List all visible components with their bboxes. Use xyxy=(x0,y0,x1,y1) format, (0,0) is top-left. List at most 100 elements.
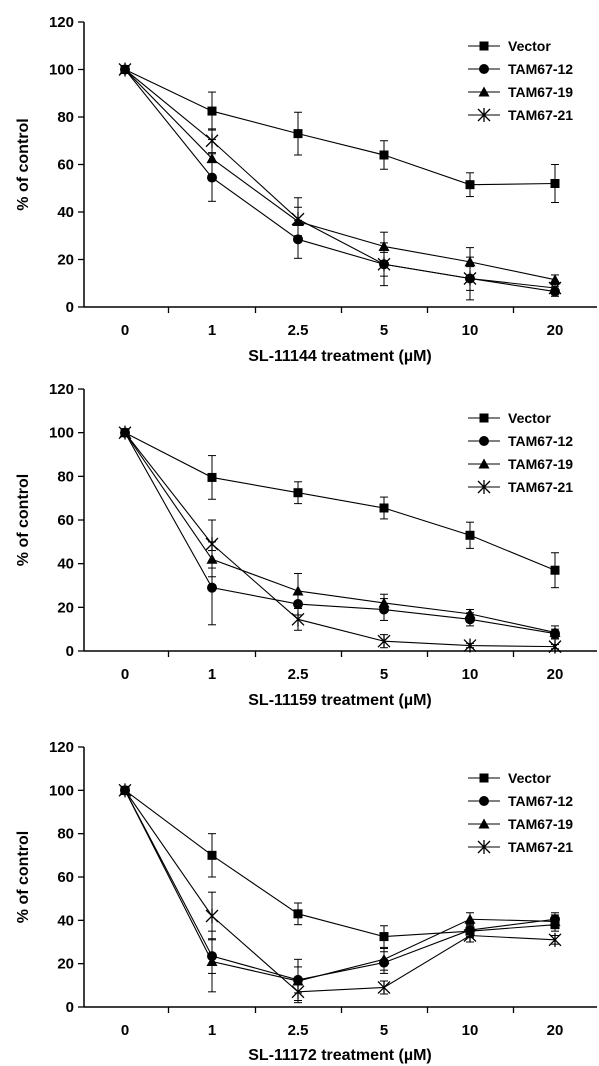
legend-marker xyxy=(478,86,490,97)
data-point xyxy=(549,274,561,285)
series-line xyxy=(124,69,556,186)
legend-marker xyxy=(479,64,489,74)
x-tick-label: 0 xyxy=(121,666,129,683)
series-tam67-21 xyxy=(118,62,562,295)
legend-label: TAM67-12 xyxy=(508,793,573,809)
y-tick-label: 80 xyxy=(57,826,74,843)
data-point xyxy=(464,256,476,267)
series-line xyxy=(124,789,556,938)
data-point xyxy=(548,932,562,947)
legend-marker xyxy=(478,818,490,829)
data-point xyxy=(379,150,389,160)
y-tick-label: 0 xyxy=(66,299,74,316)
x-tick-label: 10 xyxy=(462,666,479,683)
series-tam67-19 xyxy=(119,784,561,1004)
series-line xyxy=(124,790,556,981)
data-point xyxy=(205,537,219,552)
y-tick-label: 100 xyxy=(49,782,74,799)
y-tick-label: 80 xyxy=(57,109,74,126)
x-tick-label: 20 xyxy=(547,322,564,339)
chart-panel-2: 0 20 40 60 80 100 120 0 1 2.5 5 10 20 SL-11159 treatm… xyxy=(15,381,597,709)
x-tick-label: 0 xyxy=(121,1022,129,1039)
y-tick-label: 60 xyxy=(57,157,74,174)
series-vector xyxy=(120,428,560,589)
y-tick-label: 100 xyxy=(49,62,74,79)
series-tam67-21 xyxy=(118,425,562,654)
data-point xyxy=(207,106,217,116)
x-tick-label: 2.5 xyxy=(288,666,309,683)
x-tick-label: 20 xyxy=(547,666,564,683)
y-axis-title: % of control xyxy=(15,831,32,923)
series-line xyxy=(124,69,556,293)
series-tam67-12 xyxy=(120,785,560,994)
data-point xyxy=(293,129,303,139)
series-vector xyxy=(120,65,560,203)
x-tick-label: 10 xyxy=(462,322,479,339)
data-point xyxy=(118,425,132,440)
y-axis-title: % of control xyxy=(15,474,32,566)
data-point xyxy=(463,638,477,653)
series-tam67-12 xyxy=(120,427,560,639)
y-tick-label: 120 xyxy=(49,381,74,398)
data-point xyxy=(379,932,389,942)
data-point xyxy=(118,783,132,798)
legend-label: TAM67-21 xyxy=(508,107,573,123)
data-point xyxy=(377,257,391,272)
data-point xyxy=(377,980,391,995)
legend-marker xyxy=(479,796,489,806)
data-point xyxy=(205,133,219,148)
data-point xyxy=(206,153,218,164)
series-tam67-21 xyxy=(118,783,562,1001)
series-line xyxy=(124,432,556,635)
series-line xyxy=(124,432,556,571)
y-tick-label: 0 xyxy=(66,999,74,1016)
legend-marker xyxy=(479,41,489,51)
x-axis-title: SL-11159 treatment (µM) xyxy=(248,692,432,709)
legend-marker xyxy=(479,413,489,423)
legend-marker xyxy=(478,458,490,469)
y-tick-label: 120 xyxy=(49,739,74,756)
data-point xyxy=(550,179,560,188)
legend-marker xyxy=(477,108,491,122)
y-tick-label: 60 xyxy=(57,512,74,529)
data-point xyxy=(206,956,218,966)
y-tick-label: 20 xyxy=(57,599,74,616)
x-tick-label: 5 xyxy=(380,322,388,339)
x-tick-label: 2.5 xyxy=(288,322,309,339)
data-point xyxy=(550,565,560,575)
legend-marker xyxy=(479,436,489,446)
legend-label: Vector xyxy=(508,38,551,54)
data-point xyxy=(293,909,303,919)
data-point xyxy=(548,281,562,295)
x-axis-title: SL-11144 treatment (µM) xyxy=(248,348,432,365)
legend-label: TAM67-12 xyxy=(508,61,573,77)
data-point xyxy=(378,240,390,251)
legend-marker xyxy=(477,480,491,494)
legend: Vector TAM67-12 TAM67-19 TAM67-21 xyxy=(468,770,573,855)
x-tick-label: 1 xyxy=(208,666,216,683)
y-tick-label: 40 xyxy=(57,912,74,929)
x-tick-label: 2.5 xyxy=(288,1022,309,1039)
data-point xyxy=(291,612,305,627)
data-point xyxy=(465,530,475,540)
data-point xyxy=(463,271,477,286)
series-vector xyxy=(120,785,560,948)
y-tick-label: 100 xyxy=(49,425,74,442)
legend-label: Vector xyxy=(508,410,551,426)
data-point xyxy=(207,582,217,593)
legend-label: TAM67-21 xyxy=(508,839,573,855)
data-point xyxy=(548,639,562,654)
series-line xyxy=(124,69,556,281)
data-point xyxy=(465,180,475,190)
y-axis-title: % of control xyxy=(15,118,32,210)
series-line xyxy=(124,432,556,633)
data-point xyxy=(464,608,476,619)
y-tick-label: 120 xyxy=(49,14,74,31)
legend-label: TAM67-12 xyxy=(508,433,573,449)
y-tick-label: 40 xyxy=(57,556,74,573)
data-point xyxy=(293,488,303,498)
data-point xyxy=(118,62,132,77)
y-tick-label: 60 xyxy=(57,869,74,886)
legend-label: TAM67-19 xyxy=(508,84,573,100)
